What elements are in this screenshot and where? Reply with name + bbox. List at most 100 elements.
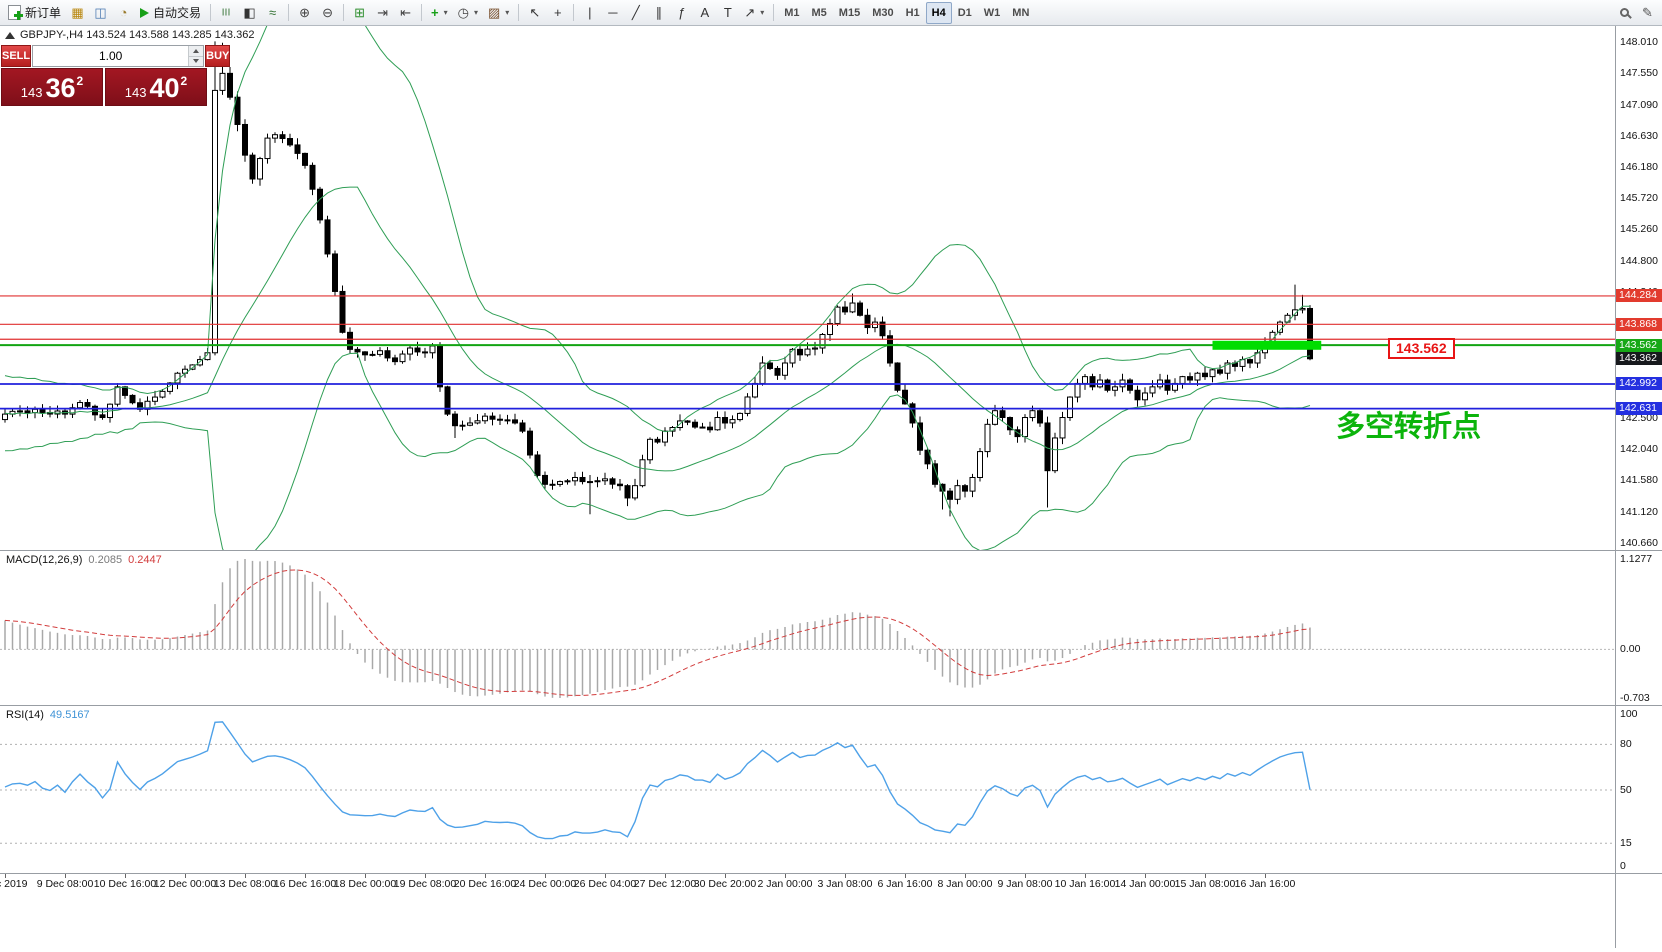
search-button[interactable]	[1613, 2, 1636, 24]
new-order-button[interactable]: 新订单	[3, 2, 66, 24]
support-highlight-bar[interactable]	[1212, 340, 1322, 350]
time-axis-label: Dec 2019	[0, 878, 28, 890]
timeframe-h1-button[interactable]: H1	[905, 6, 920, 19]
dropdown-arrow-icon[interactable]: ▾	[760, 8, 765, 17]
chart-shift-icon[interactable]: ⇤	[394, 2, 417, 24]
zoom-in-button-glyph: ⊕	[299, 5, 310, 20]
time-tick	[965, 874, 966, 878]
timeframe-m30-button[interactable]: M30	[872, 6, 894, 19]
timeframe-d1-button[interactable]: D1	[957, 6, 972, 19]
price-tag-143.562: 143.562	[1616, 338, 1662, 352]
price-tag-143.362: 143.362	[1616, 352, 1662, 366]
timeframe-m15-button[interactable]: M15	[838, 6, 861, 19]
dropdown-arrow-icon[interactable]: ▾	[473, 8, 478, 17]
buy-price-button[interactable]: 143 40 2	[105, 68, 207, 106]
chart-workspace: GBPJPY-,H4 143.524 143.588 143.285 143.3…	[0, 26, 1662, 948]
rsi-canvas[interactable]	[0, 706, 1615, 873]
timeframe-m1-button[interactable]: M1	[784, 6, 800, 19]
zoom-in-button[interactable]: ⊕	[293, 2, 316, 24]
macd-axis[interactable]: 1.1277 0.00 -0.703	[1615, 550, 1662, 705]
horizontal-lines-layer[interactable]	[0, 295, 1615, 410]
macd-name: MACD(12,26,9)	[6, 554, 83, 566]
oneclick-collapse-icon[interactable]	[5, 31, 15, 39]
charts-grid-icon[interactable]: ▦	[66, 2, 89, 24]
templates-button-glyph: ▨	[488, 5, 501, 20]
volume-decrease-button[interactable]	[189, 55, 204, 66]
pencil-tool-button[interactable]: ✎	[1636, 2, 1659, 24]
bar-chart-type-icon[interactable]: |||	[215, 2, 238, 24]
sell-button[interactable]: SELL	[1, 45, 32, 67]
timeframe-m5-button[interactable]: M5	[811, 6, 827, 19]
timeframe-mn-button[interactable]: MN	[1012, 6, 1030, 19]
time-tick	[1025, 874, 1026, 878]
templates-button[interactable]: ▨ ▾	[483, 2, 514, 24]
price-chart-canvas[interactable]	[0, 26, 1615, 550]
time-tick	[665, 874, 666, 878]
volume-input[interactable]	[33, 46, 189, 66]
price-axis[interactable]: 148.010 147.550 147.090 146.630 146.180 145.7…	[1615, 26, 1662, 550]
timeframe-w1-button[interactable]: W1	[983, 6, 1001, 19]
sell-price-button[interactable]: 143 36 2	[1, 68, 103, 106]
text-tool-icon-glyph: A	[700, 5, 710, 20]
timeframe-h4-button[interactable]: H4	[925, 1, 952, 24]
time-axis-label: 26 Dec 04:00	[573, 878, 637, 890]
arrows-tool-icon[interactable]: ↗ ▾	[739, 2, 769, 24]
channel-tool-icon[interactable]: ∥	[647, 2, 670, 24]
time-axis-label: 9 Dec 08:00	[36, 878, 94, 890]
time-axis-label: 15 Jan 08:00	[1174, 878, 1236, 890]
zoom-out-button-glyph: ⊖	[322, 5, 333, 20]
dropdown-arrow-icon[interactable]: ▾	[505, 8, 510, 17]
auto-scroll-icon[interactable]: ⇥	[371, 2, 394, 24]
autotrading-button[interactable]: 自动交易	[135, 2, 206, 24]
rsi-value: 49.5167	[49, 709, 90, 721]
line-chart-type-icon[interactable]: ≈	[261, 2, 284, 24]
vertical-line-tool-icon-glyph: |	[588, 5, 592, 20]
rsi-axis[interactable]: 100 80 50 15 0	[1615, 705, 1662, 873]
macd-panel[interactable]: MACD(12,26,9) 0.2085 0.2447	[0, 550, 1615, 705]
toolbar-right-group: ✎	[1613, 0, 1659, 25]
time-tick	[185, 874, 186, 878]
new-order-button-label: 新订单	[25, 6, 62, 20]
indicators-button[interactable]: + ▾	[426, 2, 453, 24]
turning-point-annotation[interactable]: 多空转折点	[1336, 411, 1482, 443]
zoom-out-button[interactable]: ⊖	[316, 2, 339, 24]
toolbar-separator	[288, 4, 290, 21]
macd-canvas[interactable]	[0, 551, 1615, 705]
toolbar-separator	[518, 4, 520, 21]
price-axis-label: 140.660	[1620, 536, 1658, 549]
price-axis-label: 148.010	[1620, 36, 1658, 48]
toolbar-separator	[210, 4, 212, 21]
macd-axis-label: 0.00	[1620, 643, 1641, 656]
fibonacci-tool-icon[interactable]: ƒ	[670, 2, 693, 24]
time-tick	[845, 874, 846, 878]
price-axis-label: 145.260	[1620, 223, 1658, 236]
alerts-icon[interactable]: ◔	[112, 2, 135, 24]
price-axis-label: 141.580	[1620, 474, 1658, 487]
line-chart-type-icon-glyph: ≈	[268, 5, 277, 20]
cursor-tool-icon[interactable]: ↖	[523, 2, 546, 24]
candlestick-chart-type-icon[interactable]: ◧	[238, 2, 261, 24]
time-tick	[1265, 874, 1266, 878]
main-chart-panel[interactable]: GBPJPY-,H4 143.524 143.588 143.285 143.3…	[0, 26, 1615, 550]
text-tool-icon[interactable]: A	[693, 2, 716, 24]
fibonacci-tool-icon-glyph: ƒ	[678, 5, 686, 20]
volume-increase-button[interactable]	[189, 46, 204, 56]
price-axis-label: 147.550	[1620, 67, 1658, 80]
time-axis-label: 13 Dec 08:00	[213, 878, 277, 890]
vertical-line-tool-icon[interactable]: |	[578, 2, 601, 24]
periods-button[interactable]: ◷ ▾	[453, 2, 483, 24]
buy-button[interactable]: BUY	[205, 45, 231, 67]
price-annotation-label[interactable]: 143.562	[1388, 338, 1455, 359]
horizontal-line-tool-icon[interactable]: ─	[601, 2, 624, 24]
crosshair-tool-icon[interactable]: +	[546, 2, 569, 24]
label-tool-icon[interactable]: T	[716, 2, 739, 24]
dropdown-arrow-icon[interactable]: ▾	[443, 8, 448, 17]
trendline-tool-icon[interactable]: ╱	[624, 2, 647, 24]
profiles-icon[interactable]: ◫	[89, 2, 112, 24]
indicators-button-glyph: +	[431, 5, 439, 20]
toolbar-separator	[773, 4, 775, 21]
rsi-panel[interactable]: RSI(14) 49.5167	[0, 705, 1615, 873]
tile-windows-icon[interactable]: ⊞	[348, 2, 371, 24]
